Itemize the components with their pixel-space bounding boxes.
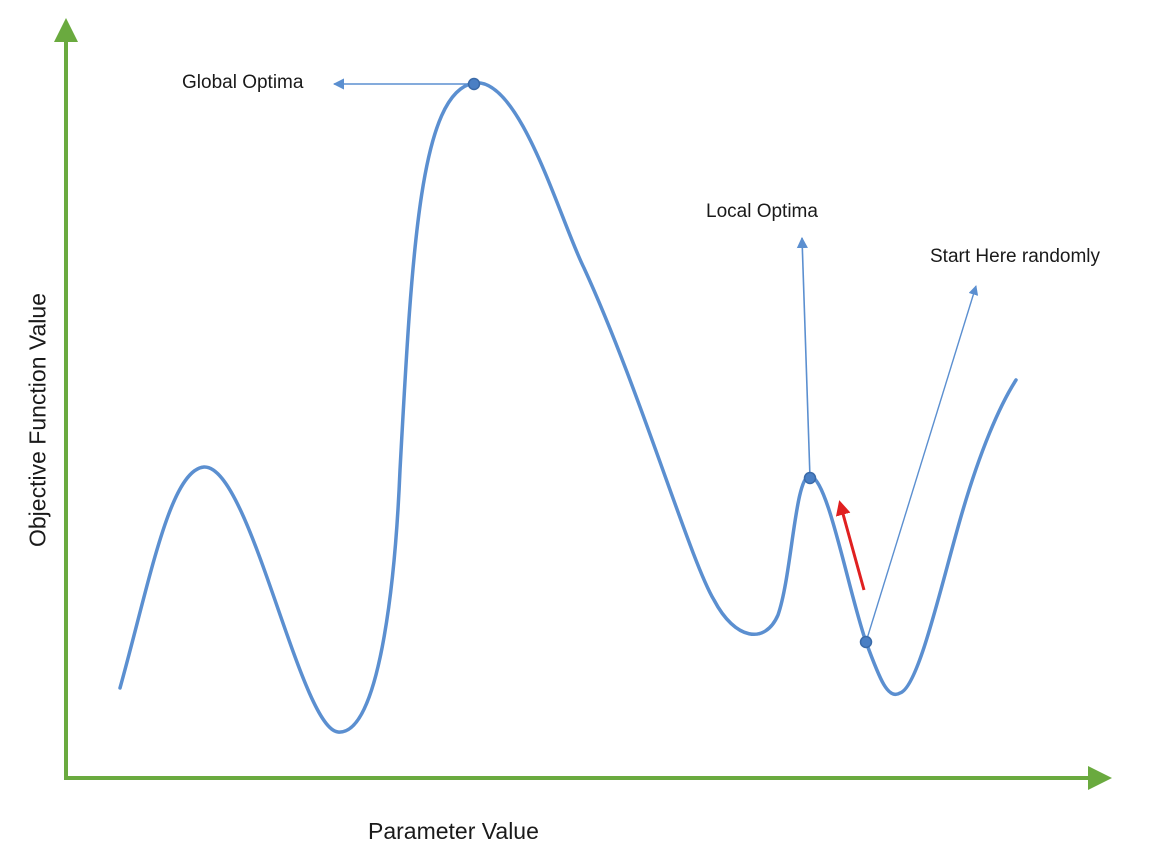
start-point [859, 635, 873, 649]
local-optima-point [803, 471, 817, 485]
local-optima-arrow [796, 236, 811, 479]
start-here-arrow [865, 285, 979, 643]
local-optima-label: Local Optima [706, 201, 818, 222]
hill-climb-arrow [835, 500, 866, 591]
x-axis-label: Parameter Value [368, 818, 539, 844]
global-optima-label: Global Optima [182, 72, 304, 93]
objective-curve [118, 81, 1018, 734]
start-here-label: Start Here randomly [930, 246, 1101, 267]
global-optima-point [467, 77, 481, 91]
y-axis-label: Objective Function Value [24, 293, 51, 547]
